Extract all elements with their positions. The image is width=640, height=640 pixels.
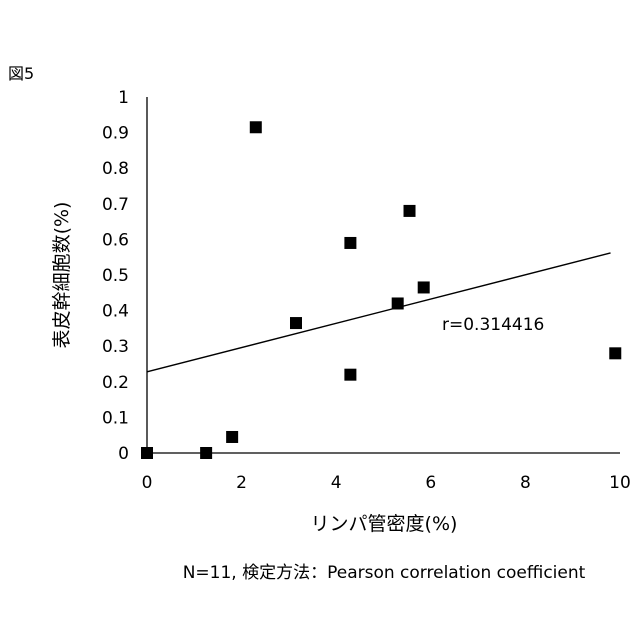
data-point bbox=[289, 317, 302, 330]
data-point bbox=[391, 297, 404, 310]
footnote: N=11, 検定方法：Pearson correlation coefficie… bbox=[183, 563, 586, 583]
data-point bbox=[417, 281, 430, 294]
y-tick-label: 0.3 bbox=[102, 337, 129, 357]
x-tick-label: 2 bbox=[236, 473, 247, 493]
data-point bbox=[344, 368, 357, 381]
y-tick-label: 0.4 bbox=[102, 302, 129, 322]
y-tick-label: 1 bbox=[118, 88, 129, 108]
data-point bbox=[249, 121, 262, 134]
x-tick-label: 8 bbox=[520, 473, 531, 493]
y-tick-label: 0.9 bbox=[102, 124, 129, 144]
y-tick-label: 0.7 bbox=[102, 195, 129, 215]
trend-line bbox=[146, 252, 611, 373]
x-tick-label: 0 bbox=[142, 473, 153, 493]
x-tick-label: 10 bbox=[609, 473, 631, 493]
y-tick-label: 0.1 bbox=[102, 408, 129, 428]
x-tick-label: 4 bbox=[331, 473, 342, 493]
plot-area: 00.10.20.30.40.50.60.70.80.910 2 4 6 8 10 bbox=[102, 88, 631, 493]
data-point bbox=[403, 204, 416, 217]
data-point bbox=[344, 236, 357, 249]
correlation-annotation: r=0.314416 bbox=[442, 315, 544, 335]
data-point bbox=[609, 347, 622, 360]
data-point bbox=[141, 447, 153, 459]
figure-label: 図5 bbox=[8, 64, 35, 83]
y-tick-label: 0.8 bbox=[102, 159, 129, 179]
y-axis-title: 表皮幹細胞数(%) bbox=[51, 202, 73, 349]
y-tick-label: 0.2 bbox=[102, 373, 129, 393]
y-tick-label: 0.5 bbox=[102, 266, 129, 286]
x-axis-title: リンパ管密度(%) bbox=[311, 513, 458, 535]
data-point bbox=[226, 430, 239, 443]
y-tick-label: 0.6 bbox=[102, 230, 129, 250]
y-tick-label: 0 bbox=[118, 444, 129, 464]
data-point bbox=[200, 447, 213, 459]
x-tick-label: 6 bbox=[425, 473, 436, 493]
